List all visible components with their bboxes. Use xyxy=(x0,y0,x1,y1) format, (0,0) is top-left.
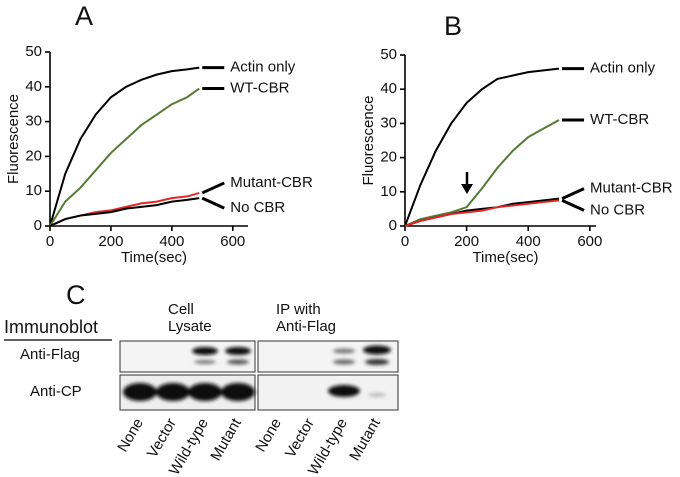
x-axis-label: Time(sec) xyxy=(472,249,538,266)
series-line xyxy=(49,87,200,227)
panel-label: C xyxy=(66,280,86,310)
panel-label: A xyxy=(75,1,93,31)
x-tick-label: 0 xyxy=(401,233,409,250)
y-tick-label: 40 xyxy=(25,78,42,95)
series-label: Mutant-CBR xyxy=(590,180,673,197)
lane-label: Mutant xyxy=(346,415,384,464)
series-label: No CBR xyxy=(590,201,645,218)
series-line xyxy=(404,67,560,227)
series-line xyxy=(49,66,200,227)
series-label: WT-CBR xyxy=(590,111,649,128)
y-tick-label: 30 xyxy=(380,114,397,131)
blot-image xyxy=(119,340,399,411)
y-tick-label: 0 xyxy=(389,217,397,234)
row-label: Anti-CP xyxy=(30,383,82,400)
x-tick-label: 400 xyxy=(516,233,541,250)
leader-line xyxy=(201,196,225,210)
x-tick-label: 0 xyxy=(46,233,54,250)
y-tick-label: 40 xyxy=(380,80,397,97)
y-tick-label: 0 xyxy=(34,217,42,234)
leader-line xyxy=(561,187,585,201)
y-tick-label: 50 xyxy=(25,43,42,60)
series-label: Actin only xyxy=(590,60,656,77)
y-tick-label: 20 xyxy=(25,147,42,164)
lane-label: Vector xyxy=(282,415,318,460)
panel-title: Anti-Flag xyxy=(276,318,336,335)
y-tick-label: 50 xyxy=(380,46,397,63)
series-label: Mutant-CBR xyxy=(230,174,313,191)
arrow xyxy=(461,172,473,194)
x-tick-label: 200 xyxy=(98,233,123,250)
leader-line xyxy=(561,198,585,212)
panel-title: Cell xyxy=(168,301,194,318)
y-axis-label: Fluorescence xyxy=(5,94,22,184)
panel-label: B xyxy=(444,11,462,41)
series-label: WT-CBR xyxy=(230,80,289,97)
lane-label: None xyxy=(114,415,147,455)
leader-line xyxy=(201,181,225,195)
x-tick-label: 600 xyxy=(577,233,602,250)
series-line xyxy=(404,119,560,227)
lane-label: None xyxy=(252,415,285,455)
x-tick-label: 400 xyxy=(159,233,184,250)
x-tick-label: 200 xyxy=(454,233,479,250)
series-line xyxy=(404,199,560,227)
series-line xyxy=(49,197,200,227)
row-label: Anti-Flag xyxy=(20,346,80,363)
lane-label: Mutant xyxy=(207,415,245,464)
y-tick-label: 20 xyxy=(380,149,397,166)
y-tick-label: 10 xyxy=(380,183,397,200)
panel-title: IP with xyxy=(276,301,321,318)
series-label: No CBR xyxy=(230,199,285,216)
y-tick-label: 30 xyxy=(25,113,42,130)
panel-title: Lysate xyxy=(168,318,212,335)
y-tick-label: 10 xyxy=(25,182,42,199)
x-tick-label: 600 xyxy=(220,233,245,250)
y-axis-label: Fluorescence xyxy=(360,95,377,185)
x-axis-label: Time(sec) xyxy=(121,249,187,266)
series-label: Actin only xyxy=(230,59,296,76)
blot-title: Immunoblot xyxy=(4,317,98,337)
